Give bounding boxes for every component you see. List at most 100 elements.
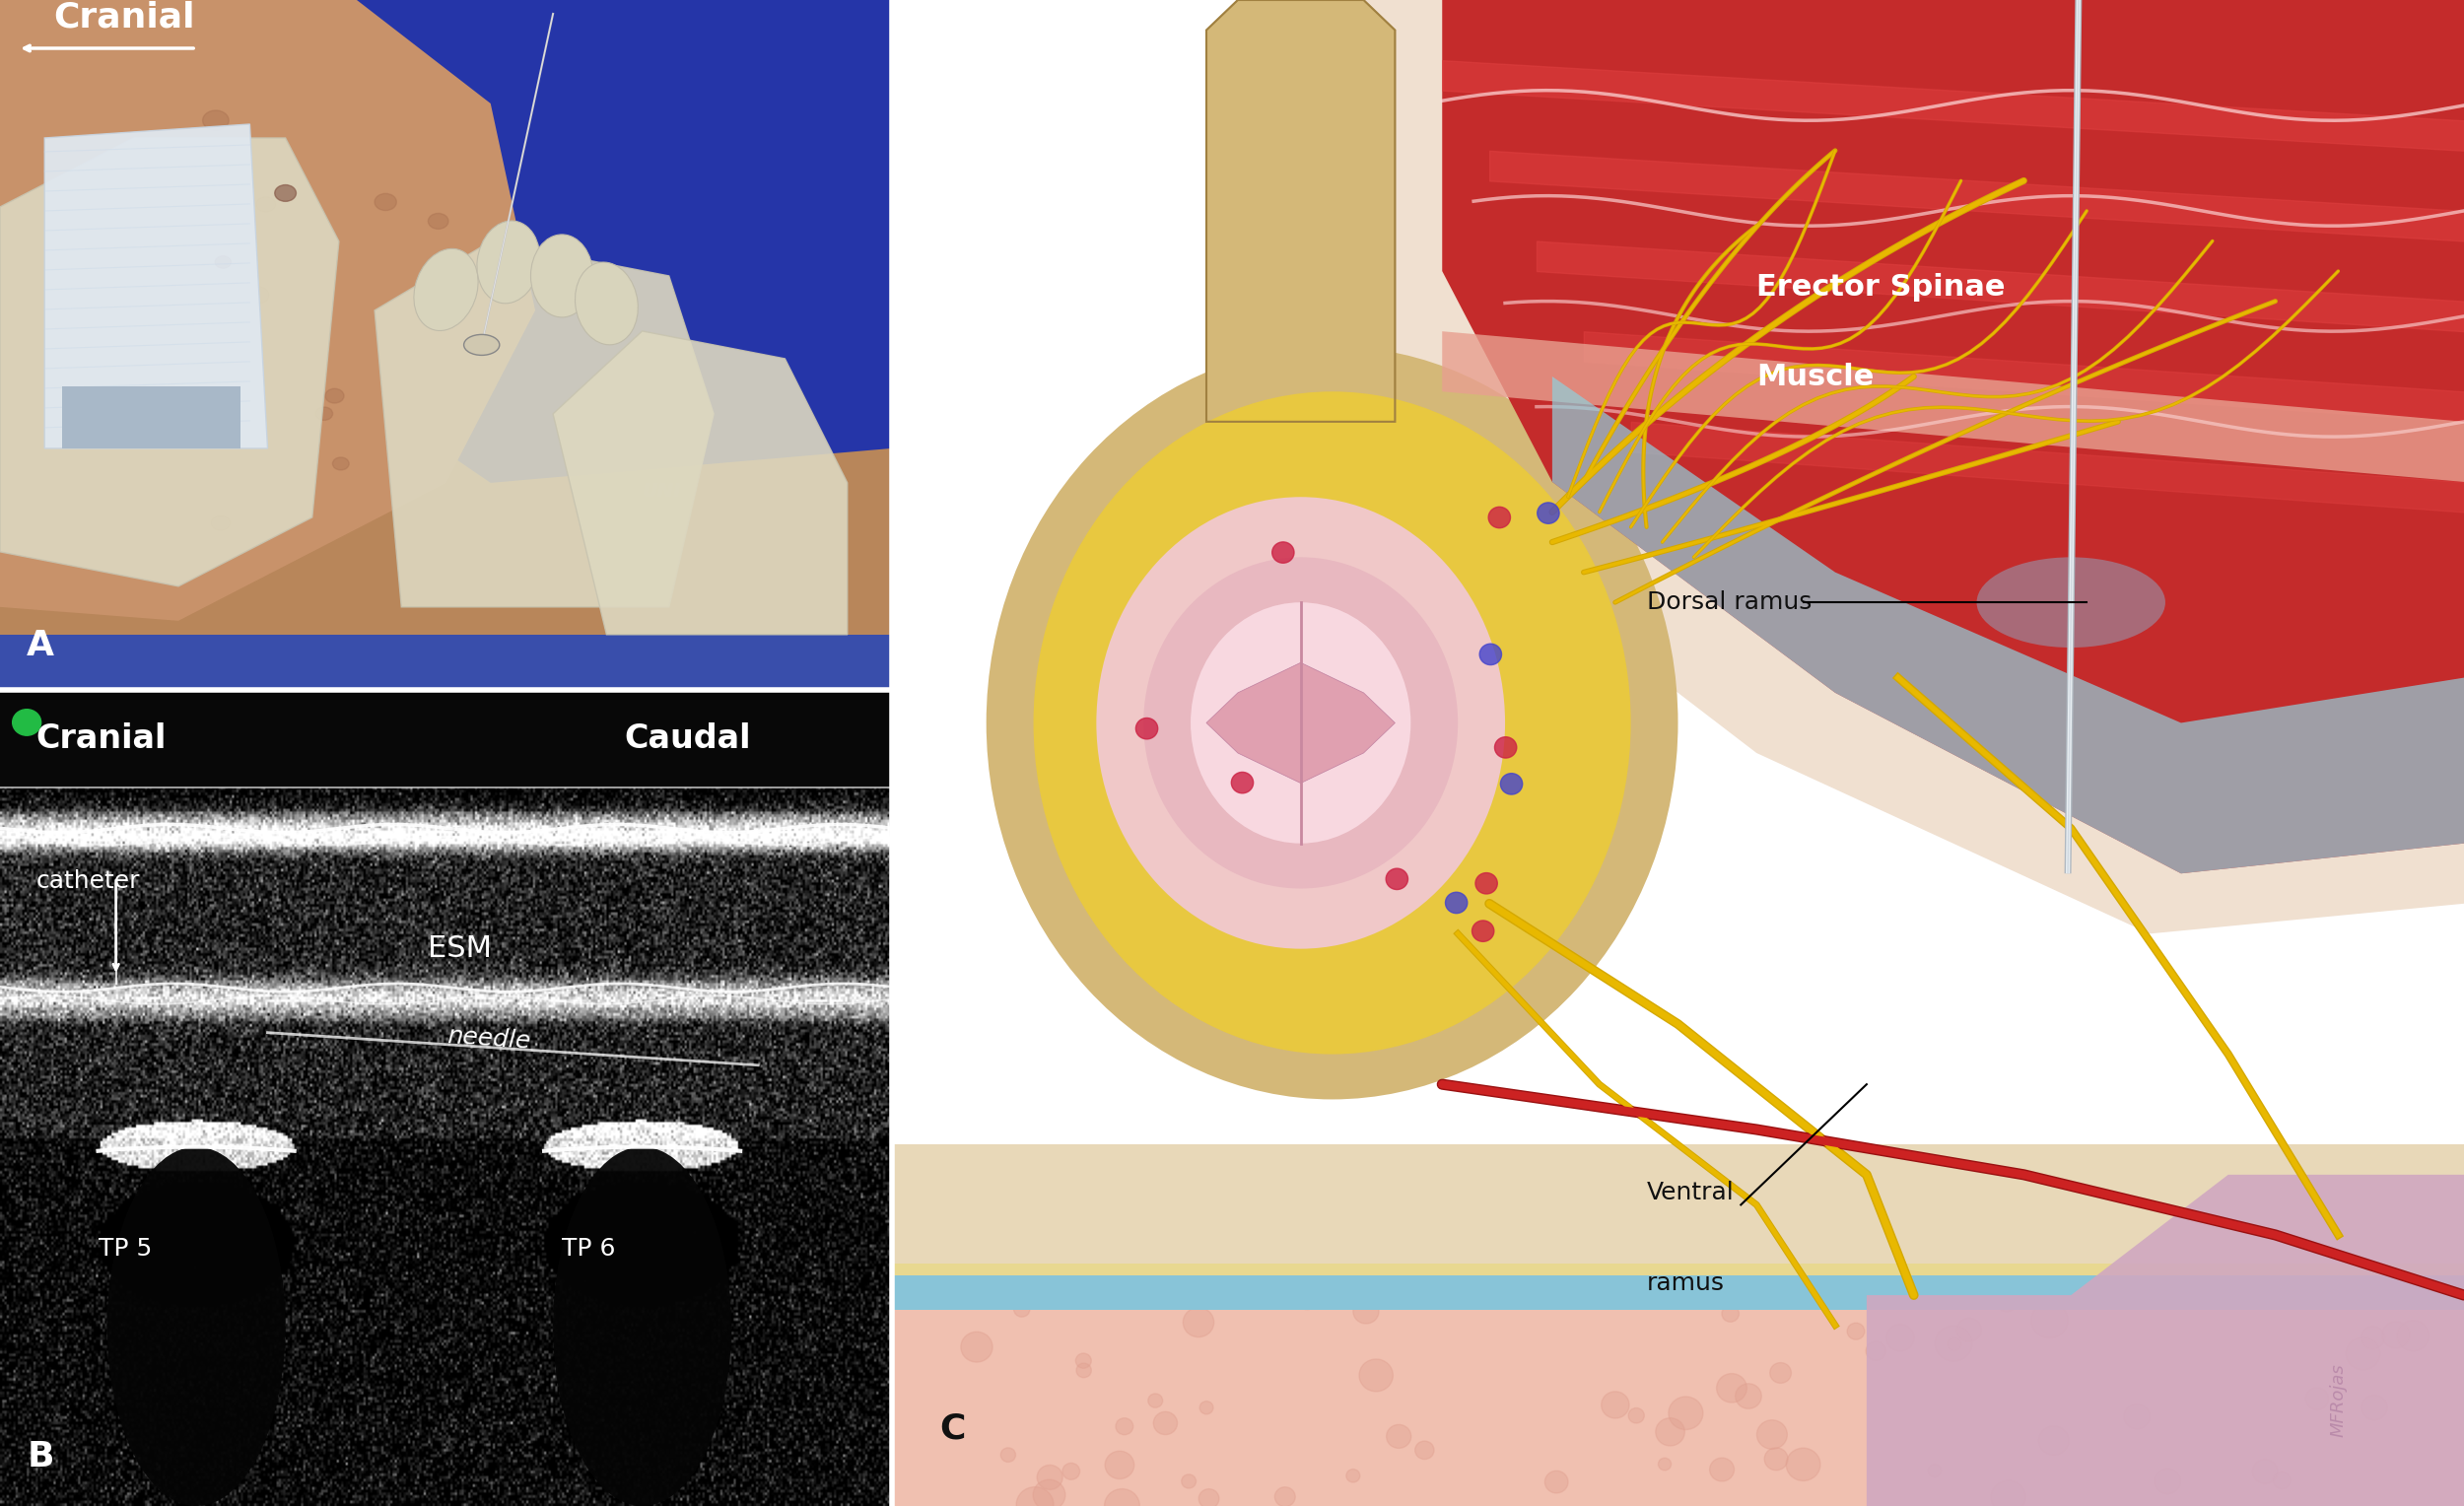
Circle shape [1345, 1470, 1360, 1482]
Circle shape [202, 110, 229, 131]
Text: ramus: ramus [1646, 1271, 1725, 1295]
Polygon shape [340, 0, 892, 483]
Ellipse shape [1096, 497, 1506, 949]
Circle shape [1104, 1489, 1141, 1506]
Text: Muscle: Muscle [1757, 363, 1875, 392]
Circle shape [274, 185, 296, 202]
Circle shape [1947, 1337, 1961, 1351]
Circle shape [1538, 503, 1560, 524]
Circle shape [1015, 1486, 1055, 1506]
Circle shape [239, 244, 254, 256]
Circle shape [1471, 920, 1493, 941]
Circle shape [429, 214, 448, 229]
Ellipse shape [574, 262, 638, 345]
Ellipse shape [478, 221, 540, 303]
Text: catheter: catheter [34, 869, 140, 893]
Polygon shape [375, 241, 715, 607]
Circle shape [1062, 1462, 1079, 1480]
Circle shape [214, 256, 232, 268]
Polygon shape [0, 0, 535, 620]
Circle shape [1104, 1452, 1133, 1479]
Circle shape [1153, 1411, 1178, 1435]
Circle shape [1294, 1283, 1321, 1310]
Circle shape [1476, 873, 1498, 895]
Ellipse shape [1143, 557, 1459, 889]
Circle shape [1769, 1363, 1791, 1383]
Bar [892, 1145, 2464, 1265]
Circle shape [1545, 1471, 1567, 1492]
Bar [892, 1295, 2464, 1506]
Circle shape [12, 709, 42, 735]
Circle shape [1000, 1447, 1015, 1462]
Circle shape [1148, 1393, 1163, 1408]
Circle shape [1183, 1474, 1195, 1488]
Circle shape [325, 389, 345, 404]
Circle shape [2397, 1321, 2430, 1351]
Circle shape [1496, 736, 1518, 758]
Circle shape [2272, 1471, 2292, 1489]
Circle shape [1232, 773, 1254, 794]
Circle shape [1387, 1425, 1412, 1449]
Circle shape [1077, 1354, 1092, 1369]
Circle shape [1183, 1307, 1215, 1337]
Circle shape [1077, 1363, 1092, 1378]
Circle shape [1668, 1396, 1703, 1429]
Circle shape [1658, 1458, 1671, 1470]
Ellipse shape [106, 1148, 286, 1506]
Circle shape [1717, 1373, 1747, 1402]
Polygon shape [1441, 0, 2464, 873]
Bar [0, 690, 892, 788]
Ellipse shape [414, 248, 478, 331]
Text: Caudal: Caudal [623, 723, 752, 755]
Circle shape [2030, 1303, 2067, 1337]
Circle shape [234, 339, 251, 354]
Circle shape [190, 376, 214, 395]
Circle shape [1200, 1489, 1220, 1506]
Text: TP 5: TP 5 [99, 1236, 153, 1261]
Circle shape [1934, 1325, 1971, 1361]
Circle shape [1037, 1465, 1062, 1489]
Polygon shape [44, 123, 269, 449]
Ellipse shape [986, 346, 1678, 1099]
Text: MFRojas: MFRojas [2328, 1364, 2348, 1437]
Circle shape [1032, 1479, 1064, 1506]
Circle shape [1710, 1458, 1735, 1482]
Circle shape [1865, 1342, 1885, 1360]
Circle shape [1764, 1447, 1789, 1470]
Text: UNI: UNI [643, 482, 680, 500]
Circle shape [1360, 1358, 1392, 1392]
Ellipse shape [1976, 557, 2166, 648]
Circle shape [1735, 1384, 1762, 1408]
Circle shape [1996, 1291, 2018, 1312]
Polygon shape [1441, 331, 2464, 482]
Ellipse shape [552, 1148, 732, 1506]
Polygon shape [552, 331, 848, 634]
Circle shape [2361, 1327, 2385, 1349]
Polygon shape [0, 634, 892, 690]
Circle shape [1757, 1420, 1786, 1449]
Circle shape [1991, 1480, 2025, 1506]
Circle shape [1414, 1441, 1434, 1459]
Circle shape [1656, 1419, 1685, 1446]
Circle shape [1848, 1322, 1865, 1339]
Circle shape [2306, 1387, 2328, 1410]
Circle shape [1478, 643, 1501, 664]
Circle shape [1116, 1419, 1133, 1435]
Polygon shape [62, 386, 241, 449]
Circle shape [1385, 869, 1407, 890]
Text: TP 6: TP 6 [562, 1236, 616, 1261]
Circle shape [1602, 1392, 1629, 1419]
Ellipse shape [463, 334, 500, 355]
Ellipse shape [530, 235, 594, 318]
Circle shape [1200, 1401, 1212, 1414]
Circle shape [126, 402, 148, 419]
Circle shape [1956, 1318, 1981, 1342]
Circle shape [160, 342, 185, 361]
Circle shape [315, 407, 333, 420]
Polygon shape [1363, 0, 2464, 934]
Circle shape [2038, 1426, 2070, 1455]
Text: Dorsal ramus: Dorsal ramus [1646, 590, 1811, 614]
Circle shape [1013, 1301, 1030, 1316]
Circle shape [2383, 1321, 2410, 1348]
Bar [892, 1273, 2464, 1310]
